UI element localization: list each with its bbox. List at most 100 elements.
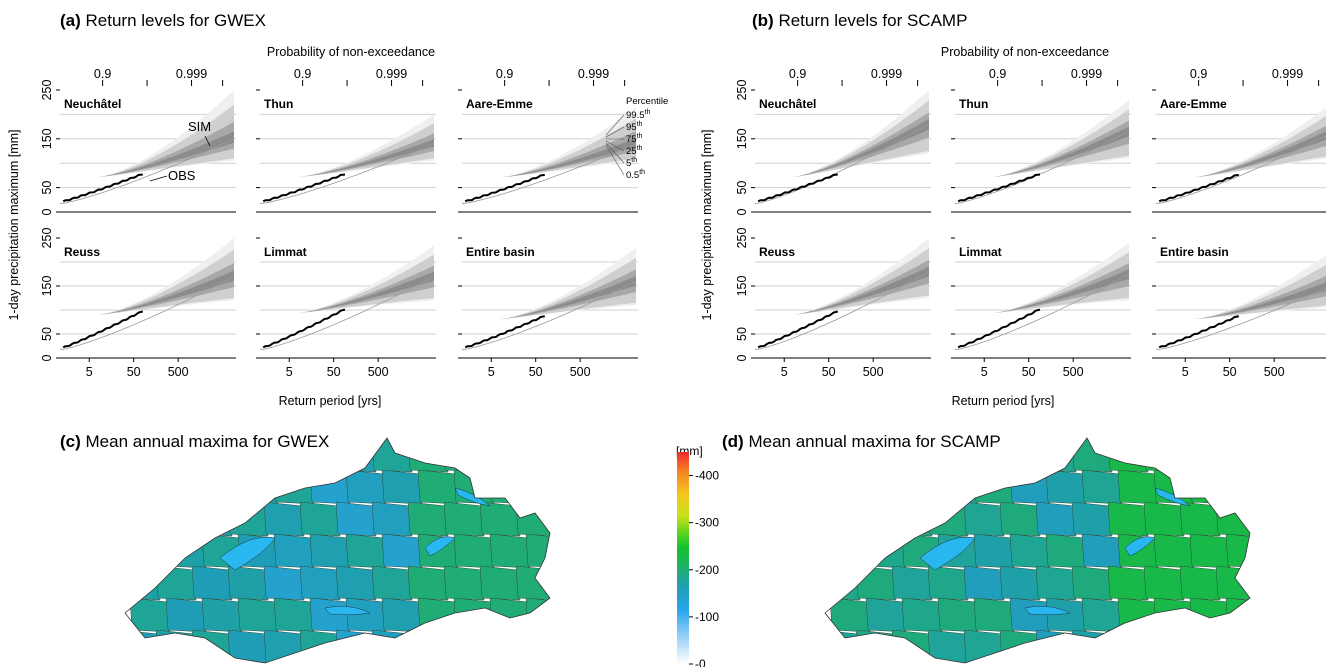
sim-median-line — [461, 143, 637, 205]
map-region — [1035, 565, 1077, 601]
map-region — [417, 469, 459, 505]
y-axis-label-b: 1-day precipitation maximum [mm] — [700, 129, 714, 320]
map-region — [1081, 533, 1123, 569]
x-tick-label: 50 — [127, 365, 141, 379]
obs-line — [464, 174, 545, 203]
map-region — [371, 438, 413, 473]
map-region — [489, 469, 531, 505]
map-region — [927, 629, 969, 663]
top-tick-label: 0.999 — [376, 67, 407, 81]
map-region — [345, 469, 387, 505]
map-region — [963, 565, 1005, 601]
map-region — [999, 438, 1041, 473]
top-tick-label: 0.999 — [1272, 67, 1303, 81]
panel-d-letter: (d) — [722, 432, 744, 451]
subplot-title: Limmat — [264, 245, 307, 259]
y-tick-label: 150 — [40, 276, 54, 297]
map-region — [891, 629, 933, 663]
map-region — [443, 565, 485, 601]
map-region — [865, 469, 907, 505]
top-tick-label: 0.999 — [176, 67, 207, 81]
subplot-SCAMP-4: Limmat 5 50 500 — [951, 237, 1131, 379]
x-tick-label: 5 — [981, 365, 988, 379]
x-tick-label: 500 — [368, 365, 389, 379]
map-region — [999, 565, 1041, 601]
map-region — [273, 469, 315, 505]
obs-line — [262, 173, 346, 203]
map-region — [407, 438, 449, 473]
panel-b-title: (b) Return levels for SCAMP — [752, 11, 967, 30]
map-region — [125, 629, 161, 663]
map-region — [443, 629, 485, 663]
map-region — [825, 565, 861, 601]
x-axis-label-a: Return period [yrs] — [279, 394, 382, 408]
map-region — [1179, 565, 1221, 601]
percentile-band-1 — [98, 249, 234, 315]
percentile-band-1 — [1194, 264, 1326, 320]
top-tick-label: 0.9 — [94, 67, 111, 81]
sim-median-line — [59, 276, 235, 351]
x-tick-label: 500 — [863, 365, 884, 379]
map-region — [407, 565, 449, 601]
map-region — [963, 501, 1005, 537]
sim-annotation: SIM — [188, 119, 211, 134]
map-region — [407, 629, 449, 663]
map-region — [1107, 629, 1149, 663]
y-tick-label: 0 — [40, 354, 54, 361]
map-region — [973, 597, 1015, 633]
x-tick-label: 500 — [1063, 365, 1084, 379]
map-region — [1045, 597, 1087, 633]
map-region — [1215, 565, 1250, 601]
map-region — [901, 469, 943, 505]
map-region — [299, 629, 341, 663]
percentile-band-1 — [793, 248, 929, 315]
obs-line — [1158, 315, 1239, 349]
map-region — [1215, 438, 1250, 473]
panel-c-letter: (c) — [60, 432, 81, 451]
top-tick-label: 0.9 — [1190, 67, 1207, 81]
map-region — [1225, 469, 1250, 505]
map-region — [1081, 469, 1123, 505]
colorbar-gradient — [677, 452, 689, 664]
lake — [1124, 536, 1156, 557]
y-tick-label: 0 — [40, 208, 54, 215]
map-region — [1143, 565, 1185, 601]
x-tick-label: 50 — [1022, 365, 1036, 379]
y-tick-label: 50 — [735, 327, 749, 341]
y-tick-label: 50 — [40, 181, 54, 195]
sim-median-line — [754, 271, 930, 351]
map-region — [1035, 438, 1077, 473]
subplot-GWEX-1: Thun 0.9 0.999 — [256, 67, 436, 213]
map-outline — [124, 437, 551, 664]
panel-d-title: (d) Mean annual maxima for SCAMP — [722, 432, 1001, 451]
map-region — [825, 629, 861, 663]
percentile-band-1 — [298, 254, 434, 313]
map-region — [263, 501, 305, 537]
obs-line — [62, 173, 143, 203]
map-region — [1035, 501, 1077, 537]
panel-d-text: Mean annual maxima for SCAMP — [748, 432, 1000, 451]
panel-a-text: Return levels for GWEX — [86, 11, 266, 30]
lake — [219, 536, 276, 571]
top-tick-label: 0.9 — [789, 67, 806, 81]
percentile-legend-title: Percentile — [626, 96, 668, 107]
map-region — [963, 629, 1005, 663]
map-region — [155, 501, 197, 537]
map-region — [201, 597, 243, 633]
map-region — [937, 597, 979, 633]
map-region — [165, 597, 207, 633]
map-outline — [824, 437, 1251, 664]
map-region — [129, 533, 171, 569]
percentile-pointer — [605, 114, 625, 136]
y-tick-label: 250 — [735, 80, 749, 101]
top-tick-label: 0.9 — [294, 67, 311, 81]
percentile-band-2 — [793, 112, 929, 177]
obs-pointer — [149, 175, 168, 182]
percentile-band-1 — [500, 257, 636, 320]
obs-line — [464, 315, 545, 349]
top-axis-label-b: Probability of non-exceedance — [941, 45, 1109, 59]
percentile-band-1 — [993, 109, 1129, 177]
map-region — [299, 565, 341, 601]
map-region — [237, 597, 279, 633]
